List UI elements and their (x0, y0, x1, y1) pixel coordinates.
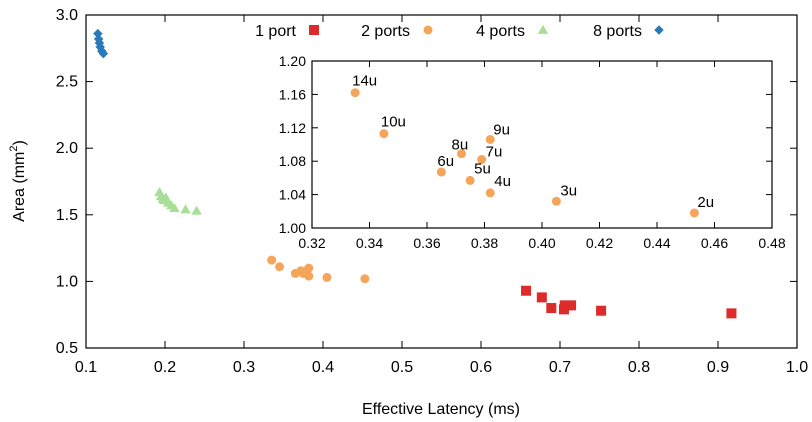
y-tick-label: 3.0 (56, 7, 78, 24)
plot-frame (85, 14, 798, 349)
y-tick-label: 1.5 (56, 207, 78, 224)
data-point (596, 305, 607, 316)
data-point (559, 300, 570, 311)
inset-y-tick-label: 1.04 (279, 187, 306, 203)
inset-x-tick-label: 0.36 (413, 235, 440, 251)
legend-marker (654, 25, 664, 35)
data-point (521, 285, 532, 296)
y-axis-title-main: Area (mm (11, 152, 28, 222)
inset-point-label: 4u (494, 173, 511, 190)
inset-data-point (436, 167, 446, 177)
data-point (726, 308, 737, 319)
x-tick-label: 0.6 (470, 359, 492, 376)
legend-marker (423, 25, 433, 35)
series-2-ports (267, 255, 370, 284)
x-tick-label: 0.8 (628, 359, 650, 376)
y-axis-title: Area (mm2) (8, 140, 28, 222)
inset-data-point (379, 129, 389, 139)
inset-point-label: 14u (352, 73, 377, 90)
inset-data-point (551, 196, 561, 206)
legend-item: 1 port (255, 23, 319, 40)
inset-point-label: 3u (560, 182, 577, 199)
inset-y-tick-label: 1.16 (279, 86, 306, 102)
data-point (536, 292, 547, 303)
legend-label: 1 port (255, 23, 296, 40)
inset-data-point (485, 188, 495, 198)
inset-y-tick-label: 1.00 (279, 220, 306, 236)
inset-plot: 0.32 0.34 0.36 0.38 0.40 0.42 0.44 0.46 0.48 1.00… (279, 53, 786, 251)
series-4-ports (154, 186, 202, 215)
data-point (566, 300, 577, 311)
inset-x-tick-label: 0.46 (701, 235, 728, 251)
inset-point-label: 2u (697, 194, 714, 211)
x-tick-label: 0.2 (154, 359, 176, 376)
y-tick-label: 1.0 (56, 273, 78, 290)
data-point (98, 48, 109, 59)
y-tick-label: 2.5 (56, 74, 78, 91)
inset-x-tick-label: 0.40 (528, 235, 555, 251)
inset-x-tick-label: 0.42 (586, 235, 613, 251)
x-tick-label: 0.4 (312, 359, 334, 376)
inset-point-label: 5u (474, 160, 491, 177)
data-point (191, 205, 202, 215)
x-tick-label: 0.7 (549, 359, 571, 376)
series-8-ports (93, 28, 109, 59)
inset-data-point (350, 88, 360, 98)
data-point (360, 274, 370, 284)
inset-data-point (457, 149, 466, 159)
inset-point-label: 9u (493, 121, 510, 138)
inset-point-label: 6u (437, 153, 454, 170)
data-point (275, 262, 285, 272)
data-point (304, 263, 314, 273)
inset-point-label: 7u (486, 144, 503, 161)
legend-item: 8 ports (593, 23, 664, 40)
inset-x-tick-label: 0.48 (758, 235, 785, 251)
data-point (95, 42, 105, 52)
inset-y-tick-label: 1.12 (279, 120, 306, 136)
legend-label: 2 ports (361, 23, 410, 40)
inset-data-point (485, 134, 495, 144)
data-point (267, 255, 277, 265)
inset-point-label: 8u (452, 137, 469, 154)
legend-label: 4 ports (476, 23, 525, 40)
y-axis-title-sup: 2 (8, 145, 20, 151)
legend-marker (309, 25, 319, 35)
inset-x-tick-label: 0.32 (298, 235, 325, 251)
inset-x-tick-label: 0.38 (471, 235, 498, 251)
inset-y-tick-label: 1.08 (279, 153, 306, 169)
inset-background (312, 61, 772, 228)
y-tick-label: 0.5 (56, 340, 78, 357)
series-1-port (521, 285, 737, 319)
legend-item: 2 ports (361, 23, 433, 40)
inset-point-label: 10u (381, 114, 406, 131)
legend: 1 port 2 ports 4 ports 8 ports (255, 23, 664, 40)
main-plot: 0.1 0.2 0.3 0.4 0.5 0.6 0.7 0.8 0.9 1.0 0.5 1.0 1.5 2… (56, 7, 808, 376)
data-point (180, 204, 191, 214)
data-point (304, 271, 314, 281)
inset-frame (311, 60, 773, 229)
x-tick-label: 0.1 (75, 359, 97, 376)
inset-x-tick-label: 0.34 (356, 235, 383, 251)
legend-item: 4 ports (476, 23, 549, 40)
y-tick-label: 2.0 (56, 140, 78, 157)
x-tick-label: 0.5 (391, 359, 413, 376)
inset-data-point (689, 208, 699, 218)
x-tick-label: 0.9 (707, 359, 729, 376)
data-point (322, 272, 332, 282)
legend-label: 8 ports (593, 23, 642, 40)
inset-data-point (465, 175, 475, 185)
x-axis-title: Effective Latency (ms) (362, 401, 520, 418)
legend-marker (537, 24, 549, 34)
data-point (546, 303, 557, 314)
data-point (93, 34, 104, 44)
y-axis-title-close: ) (11, 140, 28, 145)
x-tick-label: 1.0 (786, 359, 808, 376)
data-point (169, 202, 180, 213)
inset-x-tick-label: 0.44 (643, 235, 670, 251)
x-tick-label: 0.3 (233, 359, 255, 376)
inset-data-point (477, 155, 487, 165)
inset-y-tick-label: 1.20 (279, 53, 306, 69)
